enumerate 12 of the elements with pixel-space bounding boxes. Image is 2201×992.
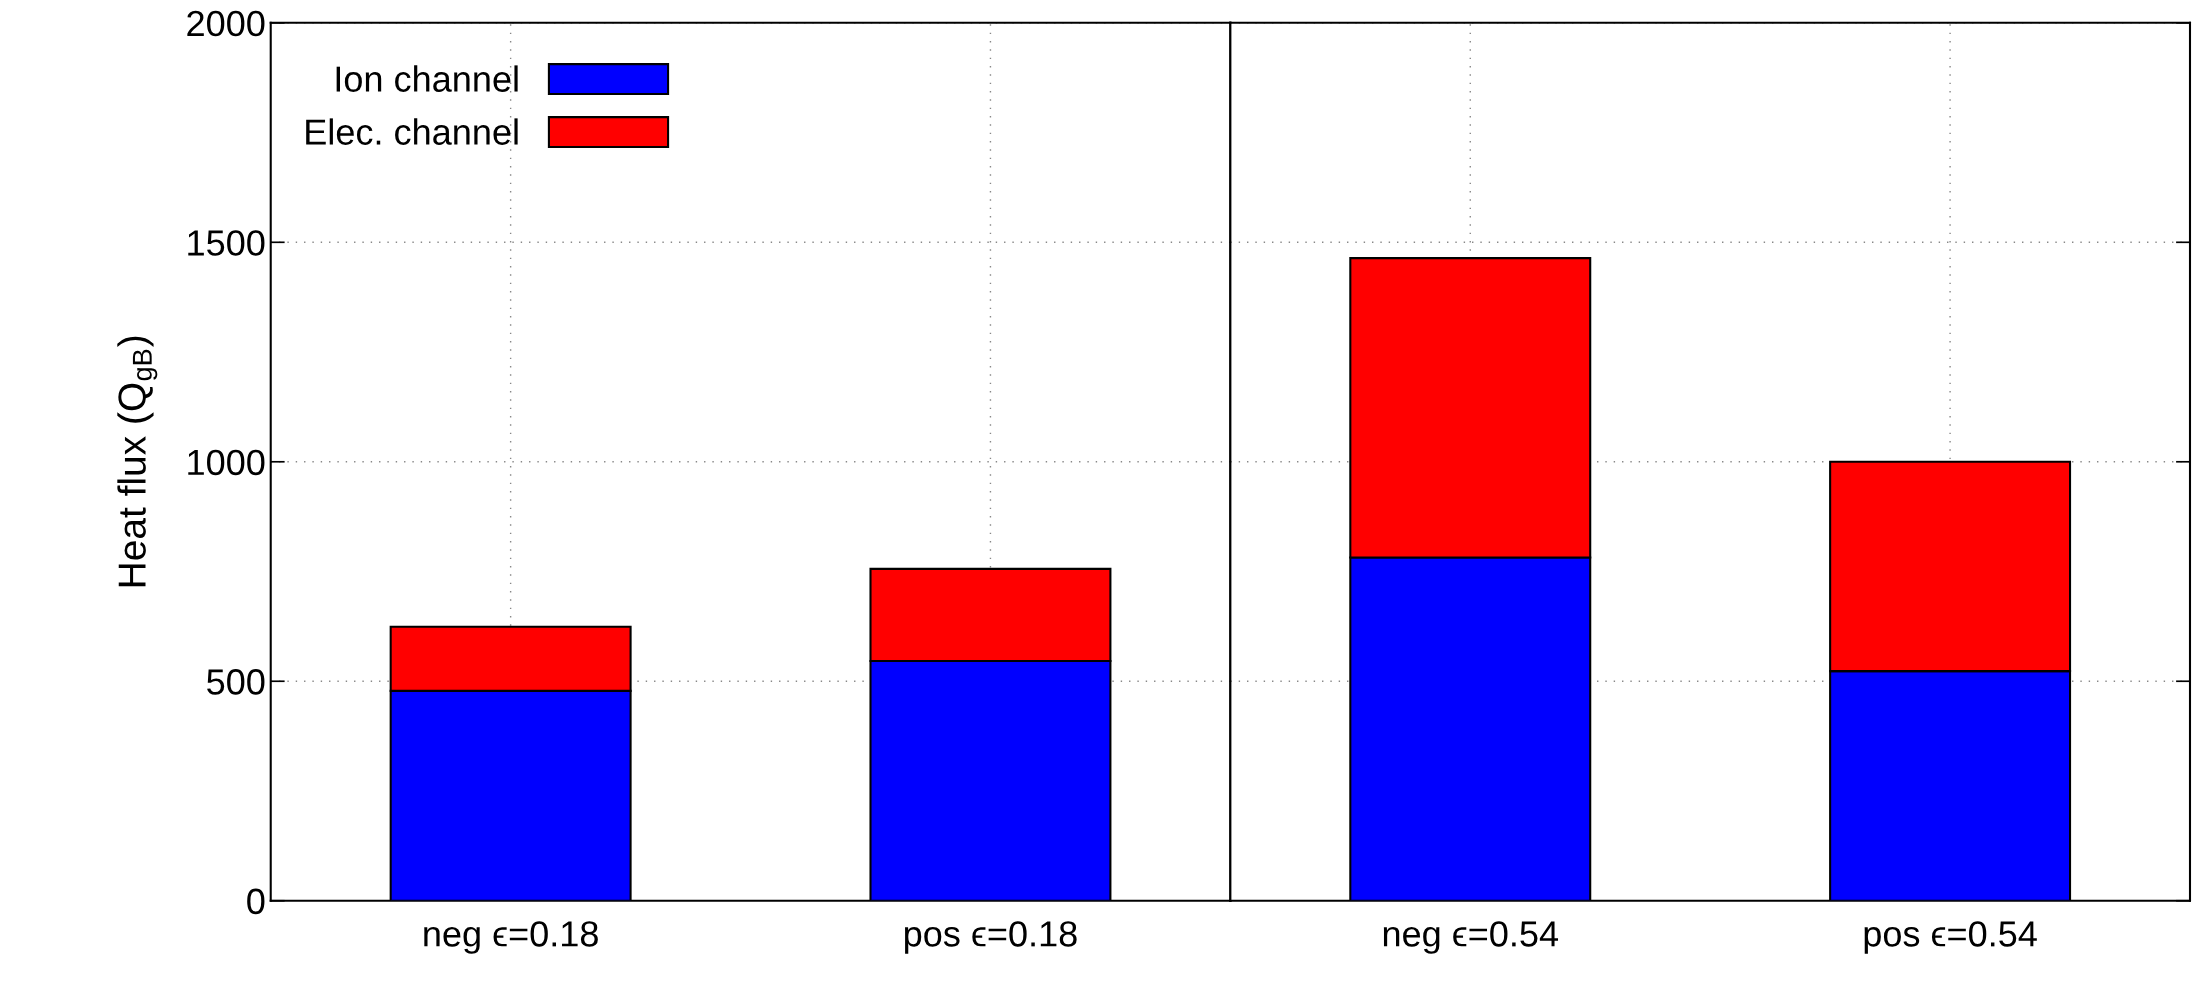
x-tick-label: neg ϵ=0.54 (1383, 921, 1559, 954)
y-tick-label: 1000 (188, 449, 265, 476)
y-tick-label: 2000 (187, 10, 265, 37)
y-tick-label: 500 (207, 669, 265, 695)
x-tick-label: neg ϵ=0.18 (424, 921, 598, 954)
legend-label: Ion channel (336, 65, 518, 92)
x-tick-label: pos ϵ=0.18 (904, 921, 1077, 954)
y-axis-title: Heat flux (Q$_{gB}$) (117, 336, 158, 587)
x-tick-label: pos ϵ=0.54 (1864, 921, 2037, 954)
legend-label: Elec. channel (306, 118, 518, 145)
y-tick-label: 0 (247, 888, 265, 915)
y-tick-label: 1500 (188, 230, 265, 256)
